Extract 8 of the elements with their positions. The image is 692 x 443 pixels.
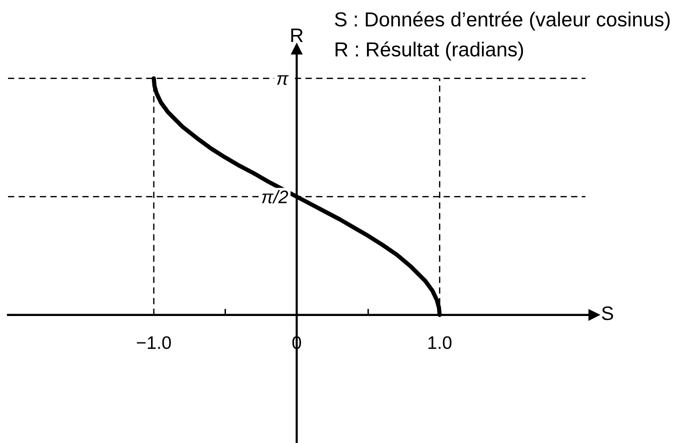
x-tick-label: −1.0 (136, 336, 171, 350)
text: S : Données d’entrée (valeur cosinus) (334, 11, 670, 30)
annotation: R : Résultat (radians) (336, 41, 524, 60)
x-tick-label: 1.0 (428, 336, 452, 350)
y-tick-label: π (277, 75, 289, 85)
y-tick-label: π/2 (262, 190, 288, 204)
y-axis-title: R (291, 28, 303, 42)
x-axis-title: S (602, 306, 614, 320)
